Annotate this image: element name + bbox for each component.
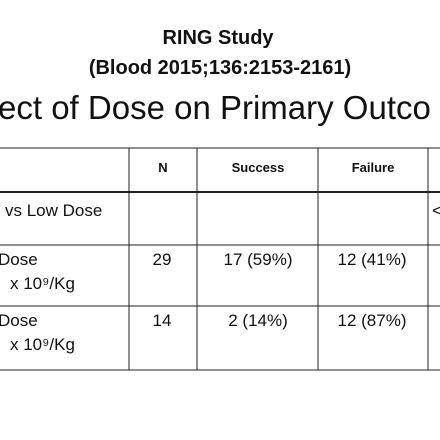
cell: 12 (87%) [338,311,407,330]
title: RING Study [162,27,274,49]
slide-title: ect of Dose on Primary Outco [0,89,431,126]
row-label: x 10⁹/Kg [10,335,75,354]
cell: < [432,201,440,220]
column-header: Failure [352,160,395,175]
cell: 14 [153,311,172,330]
cell: 2 (14%) [228,311,288,330]
row-label: x 10⁹/Kg [10,274,75,293]
cell: 12 (41%) [338,250,407,269]
row-label: vs Low Dose [5,201,102,220]
column-header: Success [232,160,285,175]
cell: 17 (59%) [224,250,293,269]
row-label: Dose [0,311,38,330]
column-header: N [158,160,167,175]
citation: (Blood 2015;136:2153-2161) [89,57,351,79]
cell: 29 [153,250,172,269]
row-label: Dose [0,250,38,269]
